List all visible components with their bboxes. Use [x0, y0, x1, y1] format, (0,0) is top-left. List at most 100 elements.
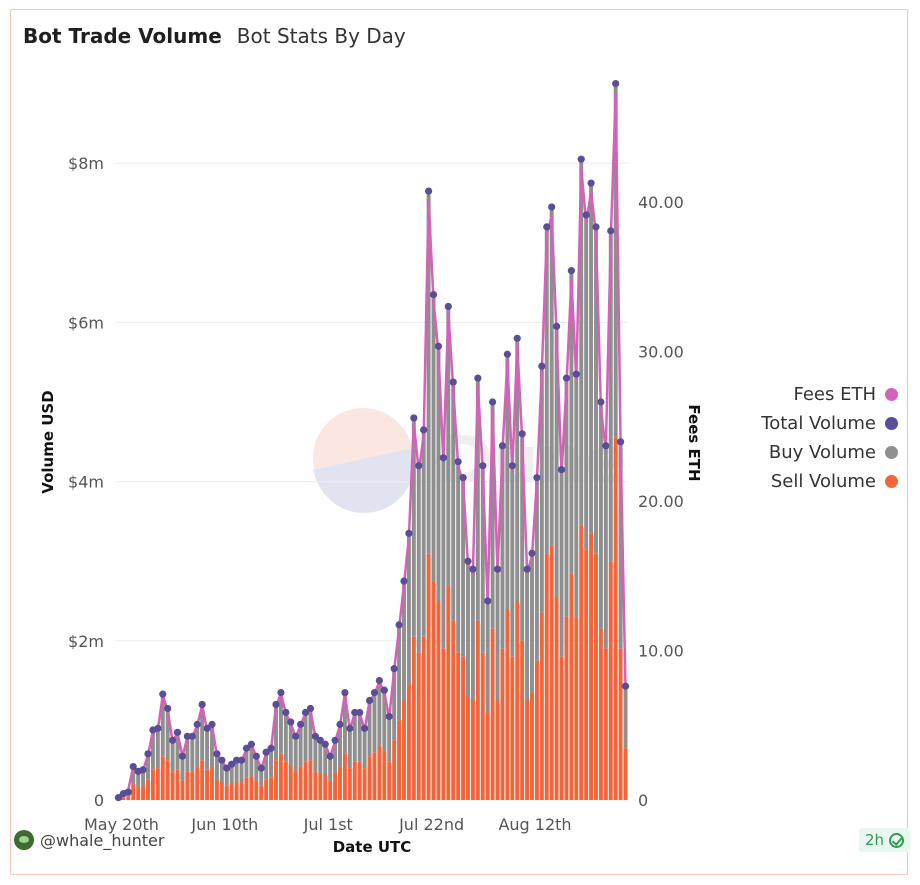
sell-volume-bar[interactable]	[185, 771, 190, 800]
total-volume-point[interactable]	[188, 732, 196, 740]
total-volume-point[interactable]	[493, 565, 502, 573]
buy-volume-bar[interactable]	[313, 736, 318, 772]
buy-volume-bar[interactable]	[451, 382, 456, 621]
total-volume-point[interactable]	[390, 665, 398, 673]
total-volume-point[interactable]	[257, 764, 265, 772]
total-volume-point[interactable]	[469, 565, 477, 573]
sell-volume-bar[interactable]	[530, 692, 534, 800]
total-volume-point[interactable]	[400, 577, 408, 585]
buy-volume-bar[interactable]	[342, 692, 347, 754]
buy-volume-bar[interactable]	[200, 704, 205, 761]
sell-volume-bar[interactable]	[392, 740, 397, 800]
buy-volume-bar[interactable]	[210, 724, 214, 767]
total-volume-point[interactable]	[233, 756, 241, 764]
buy-volume-bar[interactable]	[219, 760, 224, 783]
total-volume-point[interactable]	[164, 704, 172, 713]
legend-item-total-volume[interactable]: Total Volume	[761, 409, 898, 438]
total-volume-point[interactable]	[602, 442, 610, 450]
sell-volume-bar[interactable]	[411, 636, 416, 800]
sell-volume-bar[interactable]	[470, 700, 475, 801]
buy-volume-bar[interactable]	[170, 740, 175, 773]
buy-volume-bar[interactable]	[505, 354, 510, 609]
buy-volume-bar[interactable]	[446, 306, 451, 586]
buy-volume-bar[interactable]	[510, 465, 515, 657]
buy-volume-bar[interactable]	[500, 445, 505, 649]
sell-volume-bar[interactable]	[539, 612, 544, 800]
buy-volume-bar[interactable]	[190, 736, 195, 772]
sell-volume-bar[interactable]	[362, 768, 367, 800]
sell-volume-bar[interactable]	[623, 748, 628, 800]
sell-volume-bar[interactable]	[136, 788, 141, 800]
sell-volume-bar[interactable]	[490, 628, 495, 800]
total-volume-point[interactable]	[385, 712, 393, 721]
buy-volume-bar[interactable]	[288, 721, 293, 765]
buy-volume-bar[interactable]	[466, 561, 470, 697]
buy-volume-bar[interactable]	[554, 326, 559, 598]
sell-volume-bar[interactable]	[495, 700, 500, 801]
sell-volume-bar[interactable]	[387, 761, 392, 800]
sell-volume-bar[interactable]	[249, 776, 254, 800]
total-volume-point[interactable]	[474, 374, 482, 382]
buy-volume-bar[interactable]	[618, 441, 623, 649]
buy-volume-bar[interactable]	[530, 553, 534, 693]
sell-volume-bar[interactable]	[121, 797, 126, 800]
sell-volume-bar[interactable]	[269, 777, 274, 800]
total-volume-point[interactable]	[198, 700, 206, 709]
sell-volume-bar[interactable]	[264, 779, 269, 800]
buy-volume-bar[interactable]	[308, 708, 313, 761]
sell-volume-bar[interactable]	[397, 720, 402, 800]
buy-volume-bar[interactable]	[264, 752, 269, 780]
sell-volume-bar[interactable]	[594, 553, 598, 800]
sell-volume-bar[interactable]	[421, 636, 426, 800]
buy-volume-bar[interactable]	[224, 768, 229, 786]
sell-volume-bar[interactable]	[328, 780, 333, 800]
buy-volume-bar[interactable]	[515, 338, 520, 601]
buy-volume-bar[interactable]	[328, 756, 333, 781]
total-volume-point[interactable]	[272, 700, 280, 709]
buy-volume-bar[interactable]	[421, 429, 426, 637]
buy-volume-bar[interactable]	[579, 159, 584, 526]
total-volume-point[interactable]	[543, 223, 551, 231]
buy-volume-bar[interactable]	[136, 771, 141, 789]
total-volume-point[interactable]	[297, 720, 305, 728]
sell-volume-bar[interactable]	[574, 616, 579, 800]
buy-volume-bar[interactable]	[549, 206, 554, 546]
buy-volume-bar[interactable]	[338, 724, 342, 767]
buy-volume-bar[interactable]	[623, 686, 628, 749]
total-volume-point[interactable]	[326, 752, 334, 760]
total-volume-point[interactable]	[361, 724, 369, 732]
buy-volume-bar[interactable]	[131, 766, 136, 785]
sell-volume-bar[interactable]	[500, 648, 505, 800]
buy-volume-bar[interactable]	[470, 569, 475, 701]
total-volume-point[interactable]	[331, 736, 339, 744]
sell-volume-bar[interactable]	[293, 771, 298, 800]
sell-volume-bar[interactable]	[244, 777, 249, 800]
sell-volume-bar[interactable]	[210, 766, 214, 800]
buy-volume-bar[interactable]	[333, 740, 338, 773]
sell-volume-bar[interactable]	[461, 656, 466, 800]
sell-volume-bar[interactable]	[219, 782, 224, 800]
total-volume-point[interactable]	[444, 302, 452, 311]
total-volume-point[interactable]	[203, 724, 211, 732]
buy-volume-bar[interactable]	[594, 226, 598, 554]
total-volume-point[interactable]	[380, 686, 388, 694]
total-volume-point[interactable]	[277, 688, 285, 697]
buy-volume-bar[interactable]	[229, 764, 234, 785]
buy-volume-bar[interactable]	[214, 753, 219, 780]
total-volume-point[interactable]	[237, 756, 246, 764]
buy-volume-bar[interactable]	[362, 728, 367, 769]
total-volume-point[interactable]	[247, 740, 255, 748]
total-volume-point[interactable]	[282, 708, 290, 717]
sell-volume-bar[interactable]	[608, 561, 613, 800]
total-volume-point[interactable]	[252, 752, 260, 760]
sell-volume-bar[interactable]	[318, 772, 323, 800]
buy-volume-bar[interactable]	[564, 378, 569, 617]
buy-volume-bar[interactable]	[406, 533, 411, 685]
buy-volume-bar[interactable]	[205, 728, 210, 770]
buy-volume-bar[interactable]	[269, 748, 274, 778]
sell-volume-bar[interactable]	[569, 573, 574, 800]
chart-subtitle[interactable]: Bot Stats By Day	[236, 24, 406, 48]
buy-volume-bar[interactable]	[392, 668, 397, 741]
buy-volume-bar[interactable]	[274, 704, 278, 761]
buy-volume-bar[interactable]	[534, 477, 539, 661]
